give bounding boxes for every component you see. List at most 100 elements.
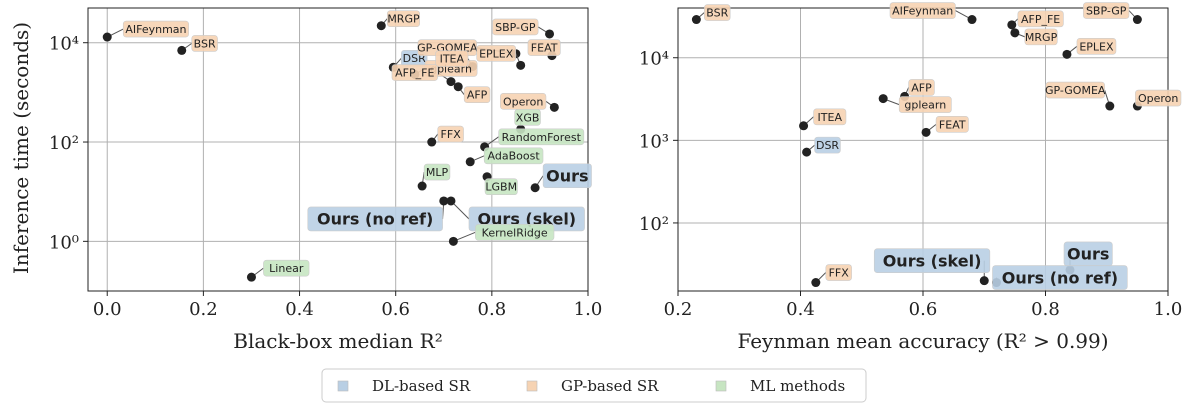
point-label: ITEA [435, 50, 469, 67]
point-label-text: LGBM [485, 181, 517, 194]
label-box [898, 96, 952, 113]
data-point [102, 32, 112, 42]
data-point [177, 45, 187, 55]
point-label: MRGP [1024, 28, 1058, 46]
x-tick-label: 0.2 [664, 299, 693, 320]
point-label-text: MRGP [387, 13, 420, 26]
label-box [814, 136, 841, 154]
data-point [376, 21, 386, 31]
point-label: ITEA [813, 108, 847, 126]
y-tick-label: 10⁰ [49, 232, 79, 253]
point-label-text: FFX [441, 128, 462, 141]
x-axis-label: Black-box median R² [233, 329, 442, 353]
point-label: SBP-GP [1083, 2, 1130, 19]
y-tick-label: 10⁴ [49, 34, 79, 55]
label-box [935, 116, 969, 133]
point-label: AIFeynman [122, 20, 189, 38]
point-label-text: XGB [516, 111, 540, 124]
label-box [483, 147, 544, 165]
data-point [1105, 101, 1115, 111]
point-label-text: Ours [546, 167, 588, 186]
point-label-text: MLP [426, 166, 449, 179]
data-point [811, 278, 821, 288]
point-label: AFP_FE [391, 64, 438, 81]
point-label: FEAT [527, 39, 561, 56]
point-label-text: gplearn [904, 99, 946, 112]
data-point [549, 102, 559, 112]
point-label: BSR [704, 4, 731, 21]
label-box [307, 206, 443, 232]
scatter-panel-1: 0.0 0.2 0.4 0.6 0.8 1.0 10⁰ 10² 10⁴ Black-box med… [9, 7, 602, 353]
point-label-text: SBP-GP [495, 21, 536, 34]
data-point [453, 82, 463, 92]
data-point [1132, 15, 1142, 25]
data-point [439, 196, 449, 206]
data-point [246, 272, 256, 282]
data-point [967, 15, 977, 25]
label-box [889, 2, 956, 19]
data-point [921, 127, 931, 137]
point-label: XGB [514, 109, 541, 126]
point-label: RandomForest [498, 128, 585, 146]
y-tick-label: 10² [49, 133, 79, 154]
point-label: MLP [423, 163, 451, 181]
legend-entry-gp: GP-based SR [561, 377, 659, 395]
label-box [391, 64, 438, 81]
x-tick-label: 0.8 [478, 299, 507, 320]
point-label-text: FFX [829, 266, 850, 279]
point-label: KernelRidge [475, 224, 555, 241]
legend-frame [321, 368, 867, 403]
point-label-text: SBP-GP [1086, 4, 1127, 17]
x-tick-label: 0.6 [381, 299, 410, 320]
data-point [802, 147, 812, 157]
y-axis-label: Inference time (seconds) [9, 22, 33, 274]
point-label: LGBM [484, 178, 518, 196]
point-label: DSR [814, 136, 841, 154]
point-label: Operon [500, 93, 547, 110]
point-label-text: AFP [911, 81, 932, 94]
label-box [1083, 2, 1130, 19]
point-label: AFP_FE [1017, 10, 1064, 28]
data-point [530, 183, 540, 193]
point-label-text: BSR [194, 37, 216, 50]
label-box [825, 264, 852, 281]
point-label: Ours (skel) [873, 248, 991, 273]
data-point [446, 196, 456, 206]
point-label-text: Linear [269, 262, 304, 275]
label-box [263, 259, 310, 277]
label-box [435, 50, 469, 67]
x-tick-label: 0.8 [1031, 299, 1060, 320]
label-box [527, 39, 561, 56]
data-point [427, 137, 437, 147]
point-label-text: ITEA [818, 111, 843, 124]
point-label: AIFeynman [889, 2, 956, 19]
x-tick-label: 0.2 [189, 299, 218, 320]
label-box [1045, 81, 1105, 99]
point-label: Ours [1063, 241, 1113, 267]
point-label-text: Ours [1067, 245, 1109, 264]
data-point [1010, 28, 1020, 38]
data-point [465, 157, 475, 167]
label-box [992, 265, 1128, 290]
x-tick-label: 0.4 [786, 299, 815, 320]
x-tick-label: 1.0 [1154, 299, 1183, 320]
point-label-text: ITEA [440, 53, 465, 66]
label-box [1076, 38, 1117, 55]
label-box [423, 163, 451, 181]
point-label-text: AdaBoost [488, 150, 541, 163]
data-point [417, 181, 427, 191]
data-point [1007, 20, 1017, 30]
point-label: SBP-GP [492, 18, 539, 36]
point-label-text: EPLEX [479, 47, 514, 60]
point-label-text: Ours (skel) [883, 251, 982, 270]
data-point [799, 121, 809, 131]
data-point [516, 60, 526, 70]
data-point [878, 94, 888, 104]
label-box [498, 128, 585, 146]
point-label: FFX [825, 264, 852, 281]
point-label: Ours (no ref) [307, 206, 443, 232]
point-label-text: Ours (skel) [477, 210, 576, 229]
point-label: Ours (no ref) [992, 265, 1128, 290]
point-label: gplearn [898, 96, 952, 113]
